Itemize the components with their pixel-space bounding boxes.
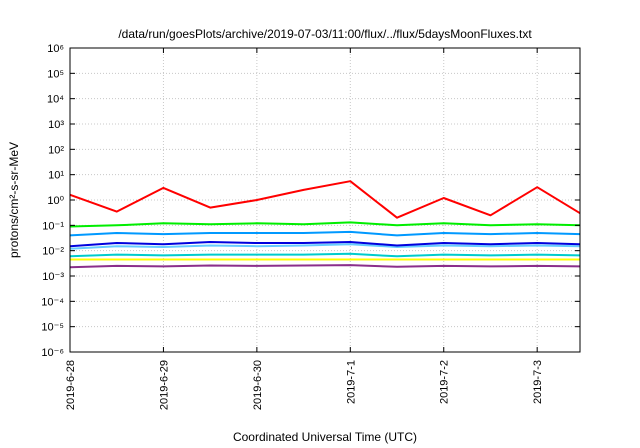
y-tick-label: 10⁻¹	[42, 220, 64, 232]
series-line-5	[69, 241, 581, 248]
series-line-3	[69, 230, 581, 237]
series-line-6	[69, 252, 581, 258]
series-line-4	[69, 243, 581, 250]
series-line-8	[69, 264, 581, 269]
series-line-1	[69, 180, 581, 219]
y-tick-label: 10⁻³	[42, 271, 64, 283]
y-tick-label: 10⁰	[47, 195, 64, 207]
y-axis-label: protons/cm²-s-sr-MeV	[7, 142, 21, 258]
data-series-group	[69, 180, 581, 269]
y-tick-label: 10⁻⁵	[41, 322, 64, 334]
x-tick-label: 2019-7-1	[345, 360, 357, 404]
x-tick-label: 2019-6-30	[252, 360, 264, 410]
x-tick-label: 2019-6-29	[158, 360, 170, 410]
y-axis-ticks: 10⁶ 10⁵ 10⁴ 10³ 10² 10¹ 10⁰ 10⁻¹ 10⁻² 10⁻³ 10⁻⁴ 10⁻…	[41, 43, 580, 359]
y-tick-label: 10⁵	[47, 68, 64, 80]
x-axis-label: Coordinated Universal Time (UTC)	[233, 430, 417, 444]
y-tick-label: 10²	[48, 144, 64, 156]
x-tick-label: 2019-6-28	[65, 360, 77, 410]
x-axis-ticks: 2019-6-28 2019-6-29 2019-6-30 2019-7-1 2019-…	[65, 48, 544, 410]
y-tick-label: 10⁻²	[42, 246, 64, 258]
plot-frame	[69, 47, 581, 353]
chart-title: /data/run/goesPlots/archive/2019-07-03/1…	[118, 27, 532, 41]
x-tick-label: 2019-7-2	[439, 360, 451, 404]
grid-lines	[69, 47, 580, 353]
y-tick-label: 10⁴	[47, 94, 64, 106]
series-line-2	[69, 221, 581, 228]
x-tick-label: 2019-7-3	[532, 360, 544, 404]
y-tick-label: 10¹	[48, 170, 64, 182]
y-tick-label: 10⁻⁶	[41, 347, 64, 359]
y-tick-label: 10⁻⁴	[41, 296, 64, 308]
y-tick-label: 10⁶	[47, 43, 64, 55]
y-tick-label: 10³	[48, 119, 64, 131]
